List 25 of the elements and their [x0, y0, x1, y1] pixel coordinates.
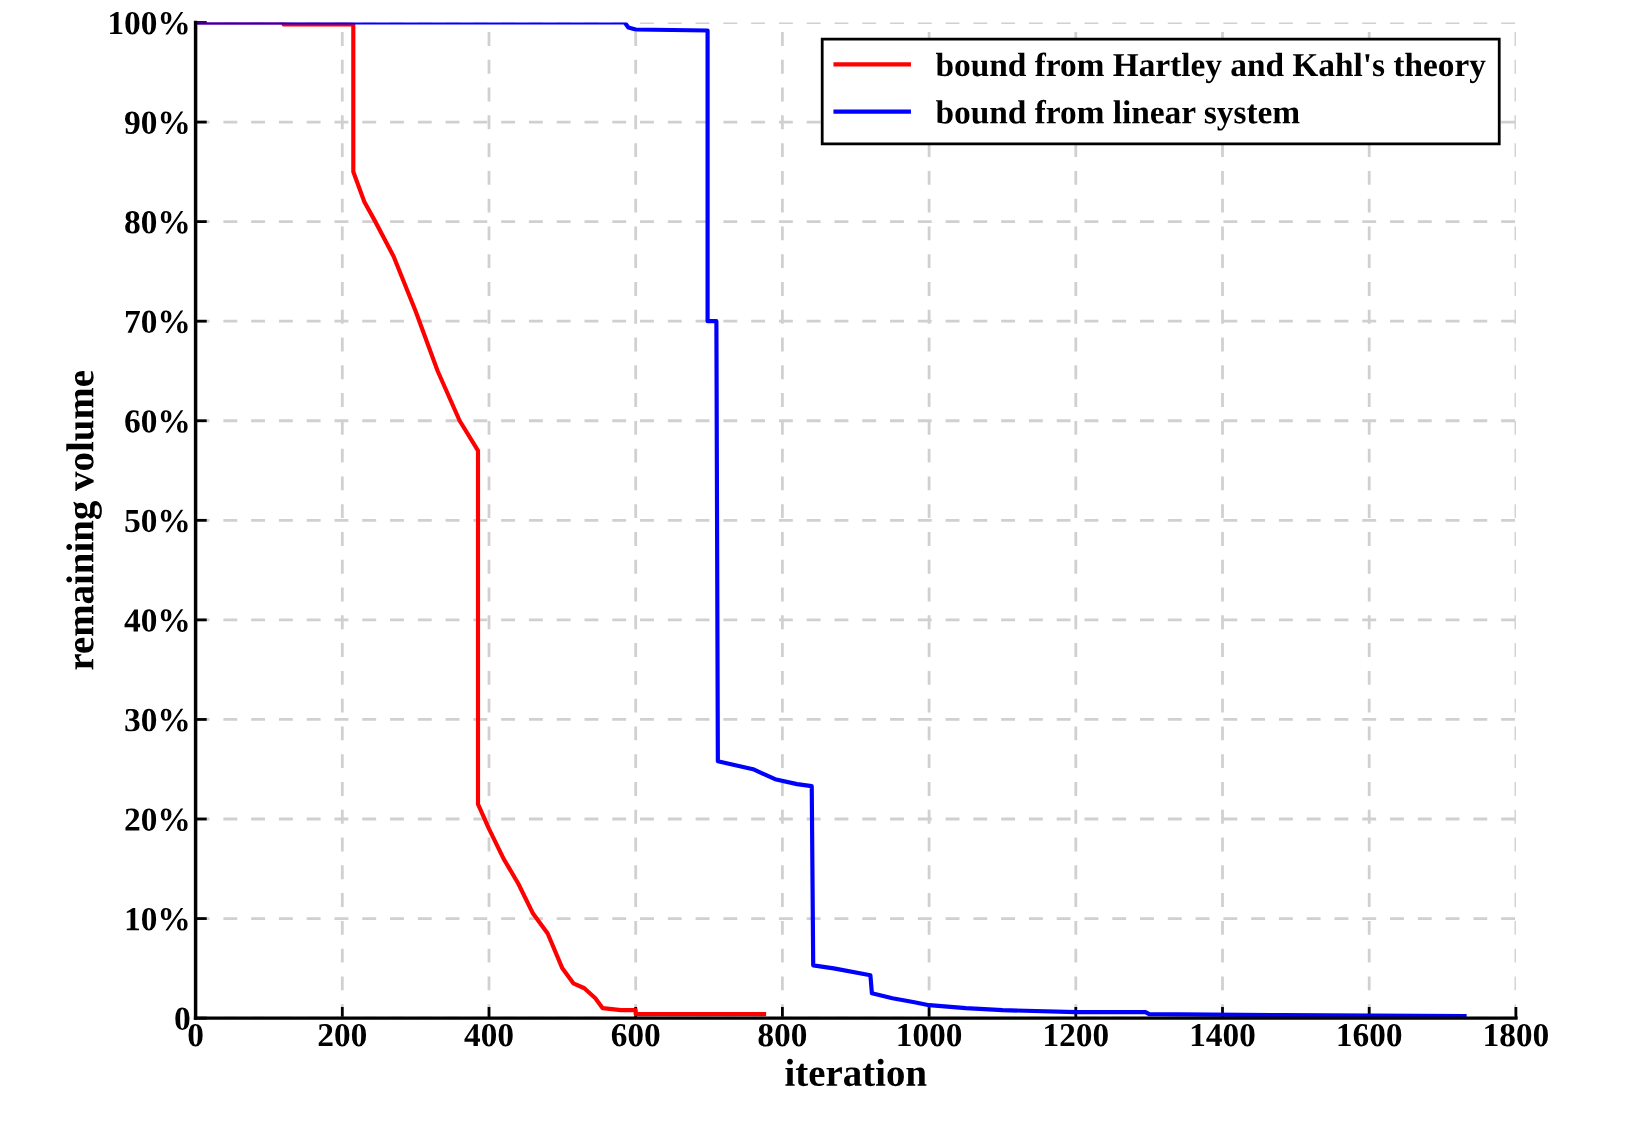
y-tick-label: 30% — [125, 708, 188, 732]
x-tick-label: 200 — [318, 1023, 367, 1047]
y-tick-label: 100% — [110, 11, 188, 35]
y-tick-label: 50% — [125, 509, 188, 533]
x-tick-label: 800 — [758, 1023, 807, 1047]
x-tick-label: 1200 — [1045, 1023, 1108, 1047]
x-tick-label: 600 — [611, 1023, 660, 1047]
y-tick-label: 70% — [125, 310, 188, 334]
y-tick-label: 20% — [125, 808, 188, 831]
x-axis-title: iteration — [785, 1058, 927, 1087]
y-tick-label: 10% — [126, 907, 188, 931]
legend-label: bound from Hartley and Kahl's theory — [935, 52, 1486, 84]
y-tick-label: 90% — [124, 111, 188, 135]
x-tick-label: 1400 — [1191, 1023, 1255, 1047]
x-tick-label: 400 — [464, 1023, 513, 1047]
x-tick-label: 0 — [188, 1023, 203, 1047]
y-tick-label: 60% — [125, 410, 188, 433]
x-tick-label: 1000 — [898, 1023, 962, 1047]
y-tick-label: 80% — [125, 211, 188, 234]
y-tick-label: 40% — [124, 609, 188, 632]
y-axis-title: remaining volume — [66, 370, 102, 670]
x-tick-label: 1800 — [1485, 1023, 1548, 1047]
x-tick-label: 1600 — [1338, 1023, 1402, 1047]
legend-label: bound from linear system — [935, 99, 1300, 131]
y-tick-label: 0 — [175, 1007, 190, 1031]
